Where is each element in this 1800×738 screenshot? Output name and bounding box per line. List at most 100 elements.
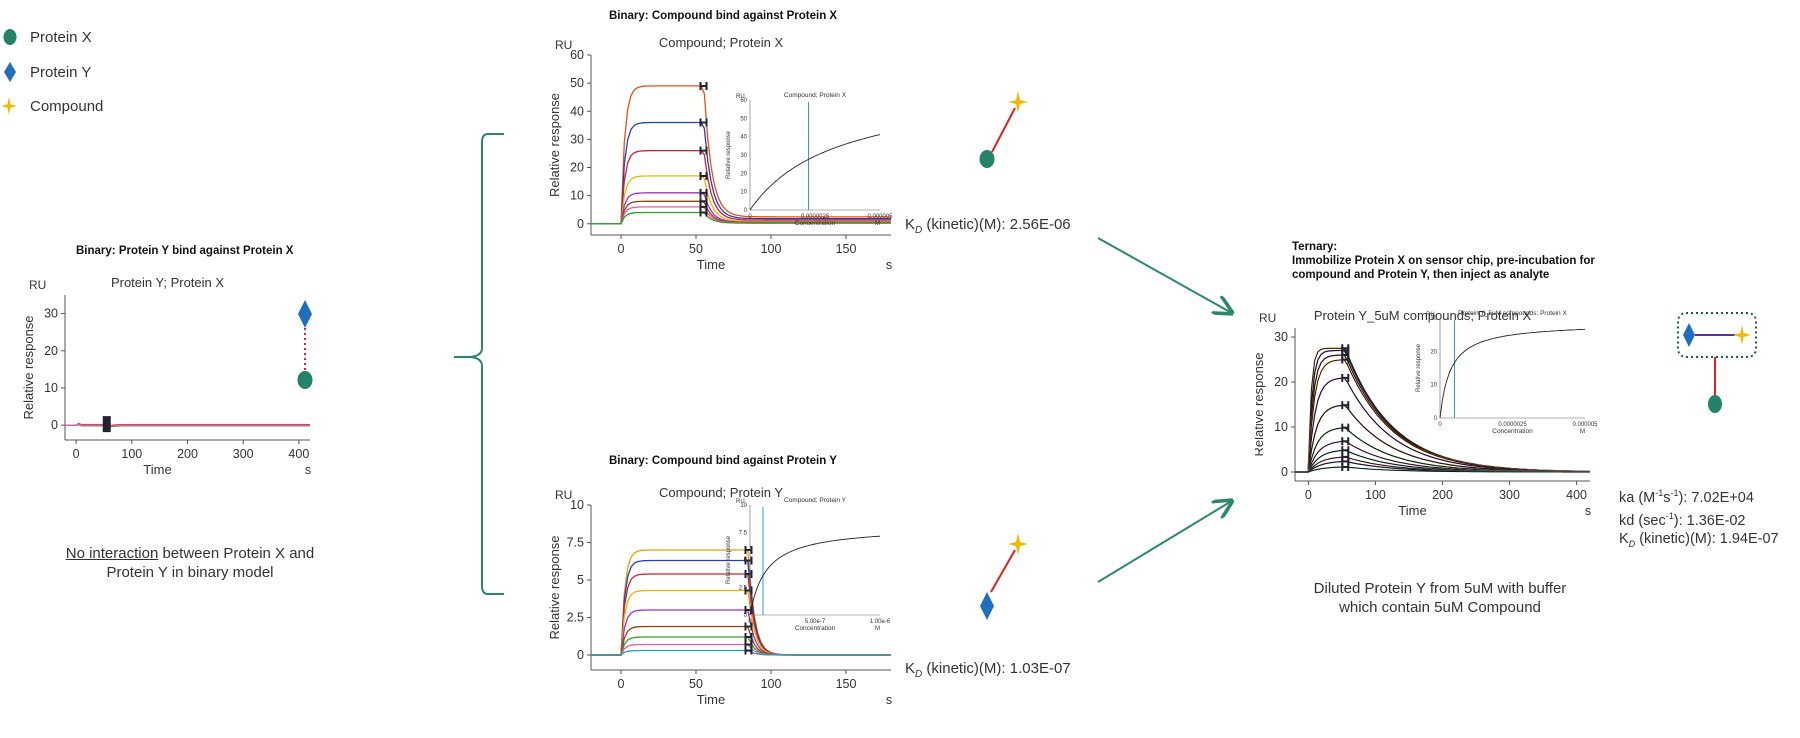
legend-label: Compound — [30, 97, 104, 115]
x-tick-label: 0 — [73, 447, 80, 461]
y-unit-label: RU — [29, 278, 46, 292]
green-circle-icon — [979, 150, 995, 168]
injection-marker — [1341, 401, 1350, 410]
series-line — [1295, 359, 1591, 473]
x-tick-label: 200 — [177, 447, 198, 461]
blue-diamond-icon — [1683, 323, 1695, 347]
injection-marker — [744, 586, 753, 595]
injection-marker — [1341, 423, 1350, 432]
x-tick-label: 50 — [689, 242, 703, 256]
inset-y-unit: RU — [736, 94, 745, 100]
legend-label: Protein X — [30, 28, 92, 46]
fit-line — [1295, 354, 1591, 473]
caption-rest: between Protein X and — [158, 545, 315, 562]
y-tick-label: 20 — [570, 161, 584, 175]
chart-ternary: Protein Y_5uM compounds; Protein XRU0102… — [1255, 308, 1598, 518]
arrows — [1097, 237, 1240, 583]
y-tick-label: 30 — [44, 307, 58, 321]
inset-x-tick-label: 0 — [1438, 422, 1442, 428]
y-tick-label: 40 — [570, 104, 584, 118]
x-tick-label: 150 — [836, 677, 857, 691]
legend-label: Protein Y — [30, 63, 92, 81]
kd-value-cx: KD (kinetic)(M): 2.56E-06 — [905, 216, 1071, 236]
diagram-compound-y — [980, 533, 1028, 620]
fit-line — [1295, 359, 1591, 473]
x-tick-label: 400 — [288, 447, 309, 461]
y-tick-label: 7.5 — [567, 536, 584, 550]
kd-subscript: D — [915, 669, 923, 680]
inset-title: Protein Y_5uM compounds; Protein X — [1458, 310, 1567, 317]
caption-line1: Diluted Protein Y from 5uM with buffer — [1313, 580, 1567, 597]
inset-title: Compound; Protein Y — [784, 497, 847, 504]
inset-y-unit: RU — [736, 499, 745, 505]
inset-y-tick-label: 60 — [740, 98, 747, 104]
KD-line: KD (kinetic)(M): 1.94E-07 — [1619, 530, 1779, 549]
yellow-star-icon — [1733, 325, 1751, 345]
inset-y-unit: RU — [1426, 312, 1435, 318]
ka-line: ka (M-1s-1): 7.02E+04 — [1619, 488, 1754, 506]
green-circle-icon — [297, 371, 313, 389]
caption-line2: which contain 5uM Compound — [1339, 599, 1541, 616]
y-tick-label: 0 — [577, 217, 584, 231]
x-axis-label: Time — [697, 692, 725, 707]
caption-ternary: Diluted Protein Y from 5uM with buffer w… — [1280, 579, 1600, 617]
caption-underlined: No interaction — [65, 545, 159, 562]
inset-title: Compound; Protein X — [784, 92, 847, 99]
yellow-star-icon — [1008, 533, 1028, 555]
injection-marker — [699, 208, 708, 217]
yellow-star-icon — [1008, 91, 1028, 113]
injection-marker — [1341, 437, 1350, 446]
x-tick-label: 0 — [1305, 488, 1312, 502]
inset-y-tick-label: 20 — [1430, 349, 1437, 355]
series-line — [591, 609, 891, 656]
injection-marker — [1341, 446, 1350, 455]
series-line — [1295, 427, 1591, 473]
link-line — [991, 107, 1016, 153]
curly-bracket — [454, 133, 504, 595]
inset-fit-curve — [749, 535, 881, 616]
inset-y-tick-label: 7.5 — [739, 531, 748, 537]
caption-pyx: No interaction between Protein X and Pro… — [40, 544, 340, 582]
chart-title: Protein Y_5uM compounds; Protein X — [1314, 308, 1532, 323]
inset-y-tick-label: 0 — [744, 613, 748, 619]
series-line — [1295, 349, 1590, 473]
series-line — [591, 121, 891, 225]
inset-unit-label: M — [875, 626, 880, 632]
y-tick-label: 10 — [1274, 420, 1288, 434]
panel-heading-cx: Binary: Compound bind against Protein X — [609, 10, 838, 22]
x-axis-label: Time — [697, 257, 725, 272]
x-axis-label: Time — [1398, 503, 1426, 518]
inset-x-tick-label: 0.000005 — [867, 214, 893, 220]
legend-item-protein-x: Protein X — [2, 28, 92, 46]
green-circle-icon — [1708, 395, 1722, 413]
ternary-heading-line2: Immobilize Protein X on sensor chip, pre… — [1292, 255, 1595, 267]
y-tick-label: 0 — [1281, 465, 1288, 479]
injection-marker — [744, 646, 753, 655]
inset-y-tick-label: 0 — [744, 208, 748, 214]
x-tick-label: 100 — [761, 242, 782, 256]
inset-y-tick-label: 30 — [740, 153, 747, 159]
link-line — [990, 549, 1016, 593]
fit-line — [1295, 350, 1590, 473]
y-unit-label: RU — [555, 488, 572, 502]
y-axis-label: Relative response — [21, 315, 36, 419]
kd-line: kd (sec-1): 1.36E-02 — [1619, 510, 1746, 529]
inset-y-tick-label: 2.5 — [739, 586, 748, 592]
injection-marker — [699, 188, 708, 197]
y-tick-label: 50 — [570, 76, 584, 90]
y-tick-label: 0 — [577, 648, 584, 662]
inset-x-tick-label: 0 — [748, 619, 752, 625]
inset-x-label: Concentration — [795, 625, 836, 632]
kd-symbol: K — [905, 660, 916, 677]
x-tick-label: 100 — [761, 677, 782, 691]
diagram-compound-x — [979, 91, 1028, 168]
ternary-heading-line3: compound and Protein Y, then inject as a… — [1292, 269, 1550, 281]
inset-fit-curve — [749, 134, 881, 211]
inset-x-label: Concentration — [795, 220, 836, 227]
injection-marker — [699, 118, 708, 127]
chart-title: Compound; Protein Y — [659, 485, 783, 500]
y-unit-label: RU — [555, 38, 572, 52]
kd-subscript: D — [915, 225, 923, 236]
injection-marker — [699, 171, 708, 180]
